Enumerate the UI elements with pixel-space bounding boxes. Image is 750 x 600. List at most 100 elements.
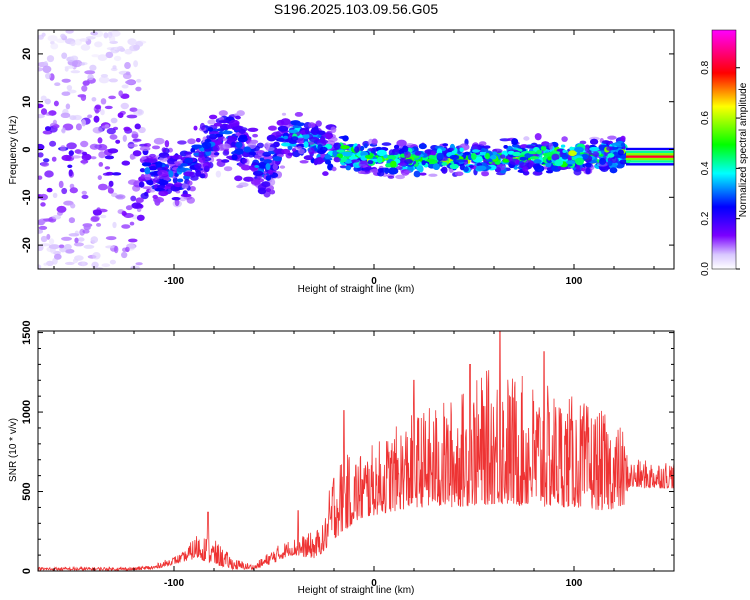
- spectrogram-cell: [70, 41, 76, 47]
- x-axis-ticks-bottom: -100 0 100: [53, 331, 655, 589]
- colorbar-tick-label: 0.8: [700, 60, 711, 74]
- spectrogram-cell: [180, 193, 192, 198]
- spectrogram-cell: [125, 71, 131, 76]
- spectrogram-cell: [485, 152, 490, 160]
- spectrogram-cell: [233, 112, 241, 117]
- spectrogram-cell: [581, 153, 589, 160]
- spectrogram-cell: [534, 133, 542, 141]
- spectrogram-cell: [247, 127, 259, 132]
- spectrogram-cell: [152, 194, 158, 199]
- spectrogram-cell: [92, 209, 102, 216]
- spectrogram-cell: [617, 149, 625, 156]
- y-tick-label: 1000: [21, 400, 33, 424]
- spectrogram-cell: [38, 34, 44, 40]
- spectrogram-cell: [163, 176, 170, 181]
- spectrogram-cell: [171, 154, 183, 160]
- spectrogram-cell: [121, 224, 131, 229]
- spectrogram-cell: [104, 155, 114, 160]
- spectrogram-cell: [561, 153, 569, 160]
- spectrogram-cell: [187, 180, 193, 186]
- spectrogram-cell: [421, 160, 426, 166]
- spectrogram-cell: [602, 140, 610, 145]
- spectrogram-cell: [50, 43, 59, 50]
- spectrogram-cell: [136, 78, 142, 83]
- spectrogram-cell: [290, 136, 299, 141]
- spectrogram-cell: [191, 144, 202, 149]
- spectrogram-cell: [562, 149, 567, 153]
- spectrogram-cell: [133, 60, 139, 68]
- spectrogram-cell: [121, 160, 130, 166]
- spectrogram-cell: [193, 125, 198, 131]
- spectrogram-cell: [66, 142, 77, 150]
- spectrogram-cell: [38, 225, 48, 230]
- spectrogram-cell: [574, 157, 584, 166]
- spectrogram-cell: [154, 198, 161, 206]
- spectrogram-cell: [74, 149, 82, 154]
- spectrogram-cell: [52, 124, 60, 129]
- spectrogram-cell: [428, 173, 438, 177]
- spectrogram-cell: [70, 70, 81, 74]
- spectrogram-cell: [144, 173, 152, 181]
- spectrogram-cell: [70, 55, 79, 61]
- spectrogram-cell: [81, 151, 88, 156]
- spectrogram-cell: [259, 157, 264, 162]
- spectrogram-cell: [430, 150, 437, 156]
- spectrogram-cell: [65, 261, 75, 265]
- spectrogram-cell: [336, 149, 345, 153]
- spectrogram-cell: [125, 205, 133, 211]
- spectrogram-cell: [93, 115, 100, 123]
- spectrogram-cell: [48, 110, 57, 116]
- spectrogram-cell: [394, 144, 400, 150]
- spectrogram-cell: [104, 105, 113, 110]
- spectrogram-cell: [463, 166, 469, 173]
- spectrogram-cell: [69, 187, 78, 194]
- spectrogram-cell: [80, 140, 89, 148]
- spectrogram-cell: [369, 168, 381, 173]
- spectrogram-cell: [40, 162, 50, 167]
- spectrogram-cell: [519, 156, 527, 161]
- spectrogram-cell: [241, 158, 248, 164]
- spectrogram-cell: [548, 142, 554, 150]
- spectrogram-cell: [52, 119, 58, 125]
- spectrogram-cell: [621, 142, 625, 147]
- colorbar: 0.0 0.2 0.4 0.6 0.8 Normalized spectral ampl…: [700, 29, 749, 276]
- spectrogram-cell: [403, 170, 412, 174]
- y-tick-label: 20: [21, 48, 33, 60]
- spectrogram-cell: [428, 154, 437, 160]
- spectrogram-cell: [127, 143, 138, 148]
- spectrogram-cell: [73, 242, 84, 247]
- x-axis-label-top: Height of straight line (km): [298, 284, 415, 295]
- spectrogram-cell: [194, 163, 202, 169]
- spectrogram-cell: [198, 151, 205, 158]
- spectrogram-cell: [61, 91, 71, 96]
- spectrogram-cell: [404, 151, 411, 159]
- spectrogram-cell: [140, 174, 146, 179]
- spectrogram-cell: [377, 156, 383, 164]
- spectrogram-cell: [277, 125, 289, 132]
- spectrogram-cell: [331, 166, 337, 172]
- spectrogram-cell: [455, 159, 466, 163]
- spectrogram-cell: [606, 146, 613, 151]
- spectrogram-cell: [442, 143, 449, 147]
- spectrogram-cell: [303, 155, 314, 161]
- spectrogram-band-row: [626, 155, 674, 158]
- spectrogram-cell: [227, 135, 238, 142]
- spectrogram-cell: [100, 214, 107, 219]
- spectrogram-cell: [478, 141, 487, 147]
- spectrogram-cell: [105, 236, 117, 241]
- spectrogram-cell: [45, 72, 52, 80]
- spectrogram-cell: [155, 161, 163, 169]
- spectrogram-cell: [117, 46, 124, 51]
- spectrogram-cell: [217, 159, 222, 166]
- spectrogram-cell: [364, 154, 374, 159]
- spectrogram-cell: [65, 103, 71, 110]
- spectrogram-cell: [81, 190, 88, 195]
- spectrogram-cell: [39, 193, 48, 201]
- spectrogram-cell: [426, 158, 435, 163]
- y-tick-label: 10: [21, 96, 33, 108]
- spectrogram-cell: [134, 123, 141, 130]
- spectrogram-cell: [212, 145, 220, 152]
- spectrogram-cell: [48, 244, 60, 250]
- spectrogram-cell: [61, 52, 68, 59]
- spectrogram-cell: [471, 144, 481, 151]
